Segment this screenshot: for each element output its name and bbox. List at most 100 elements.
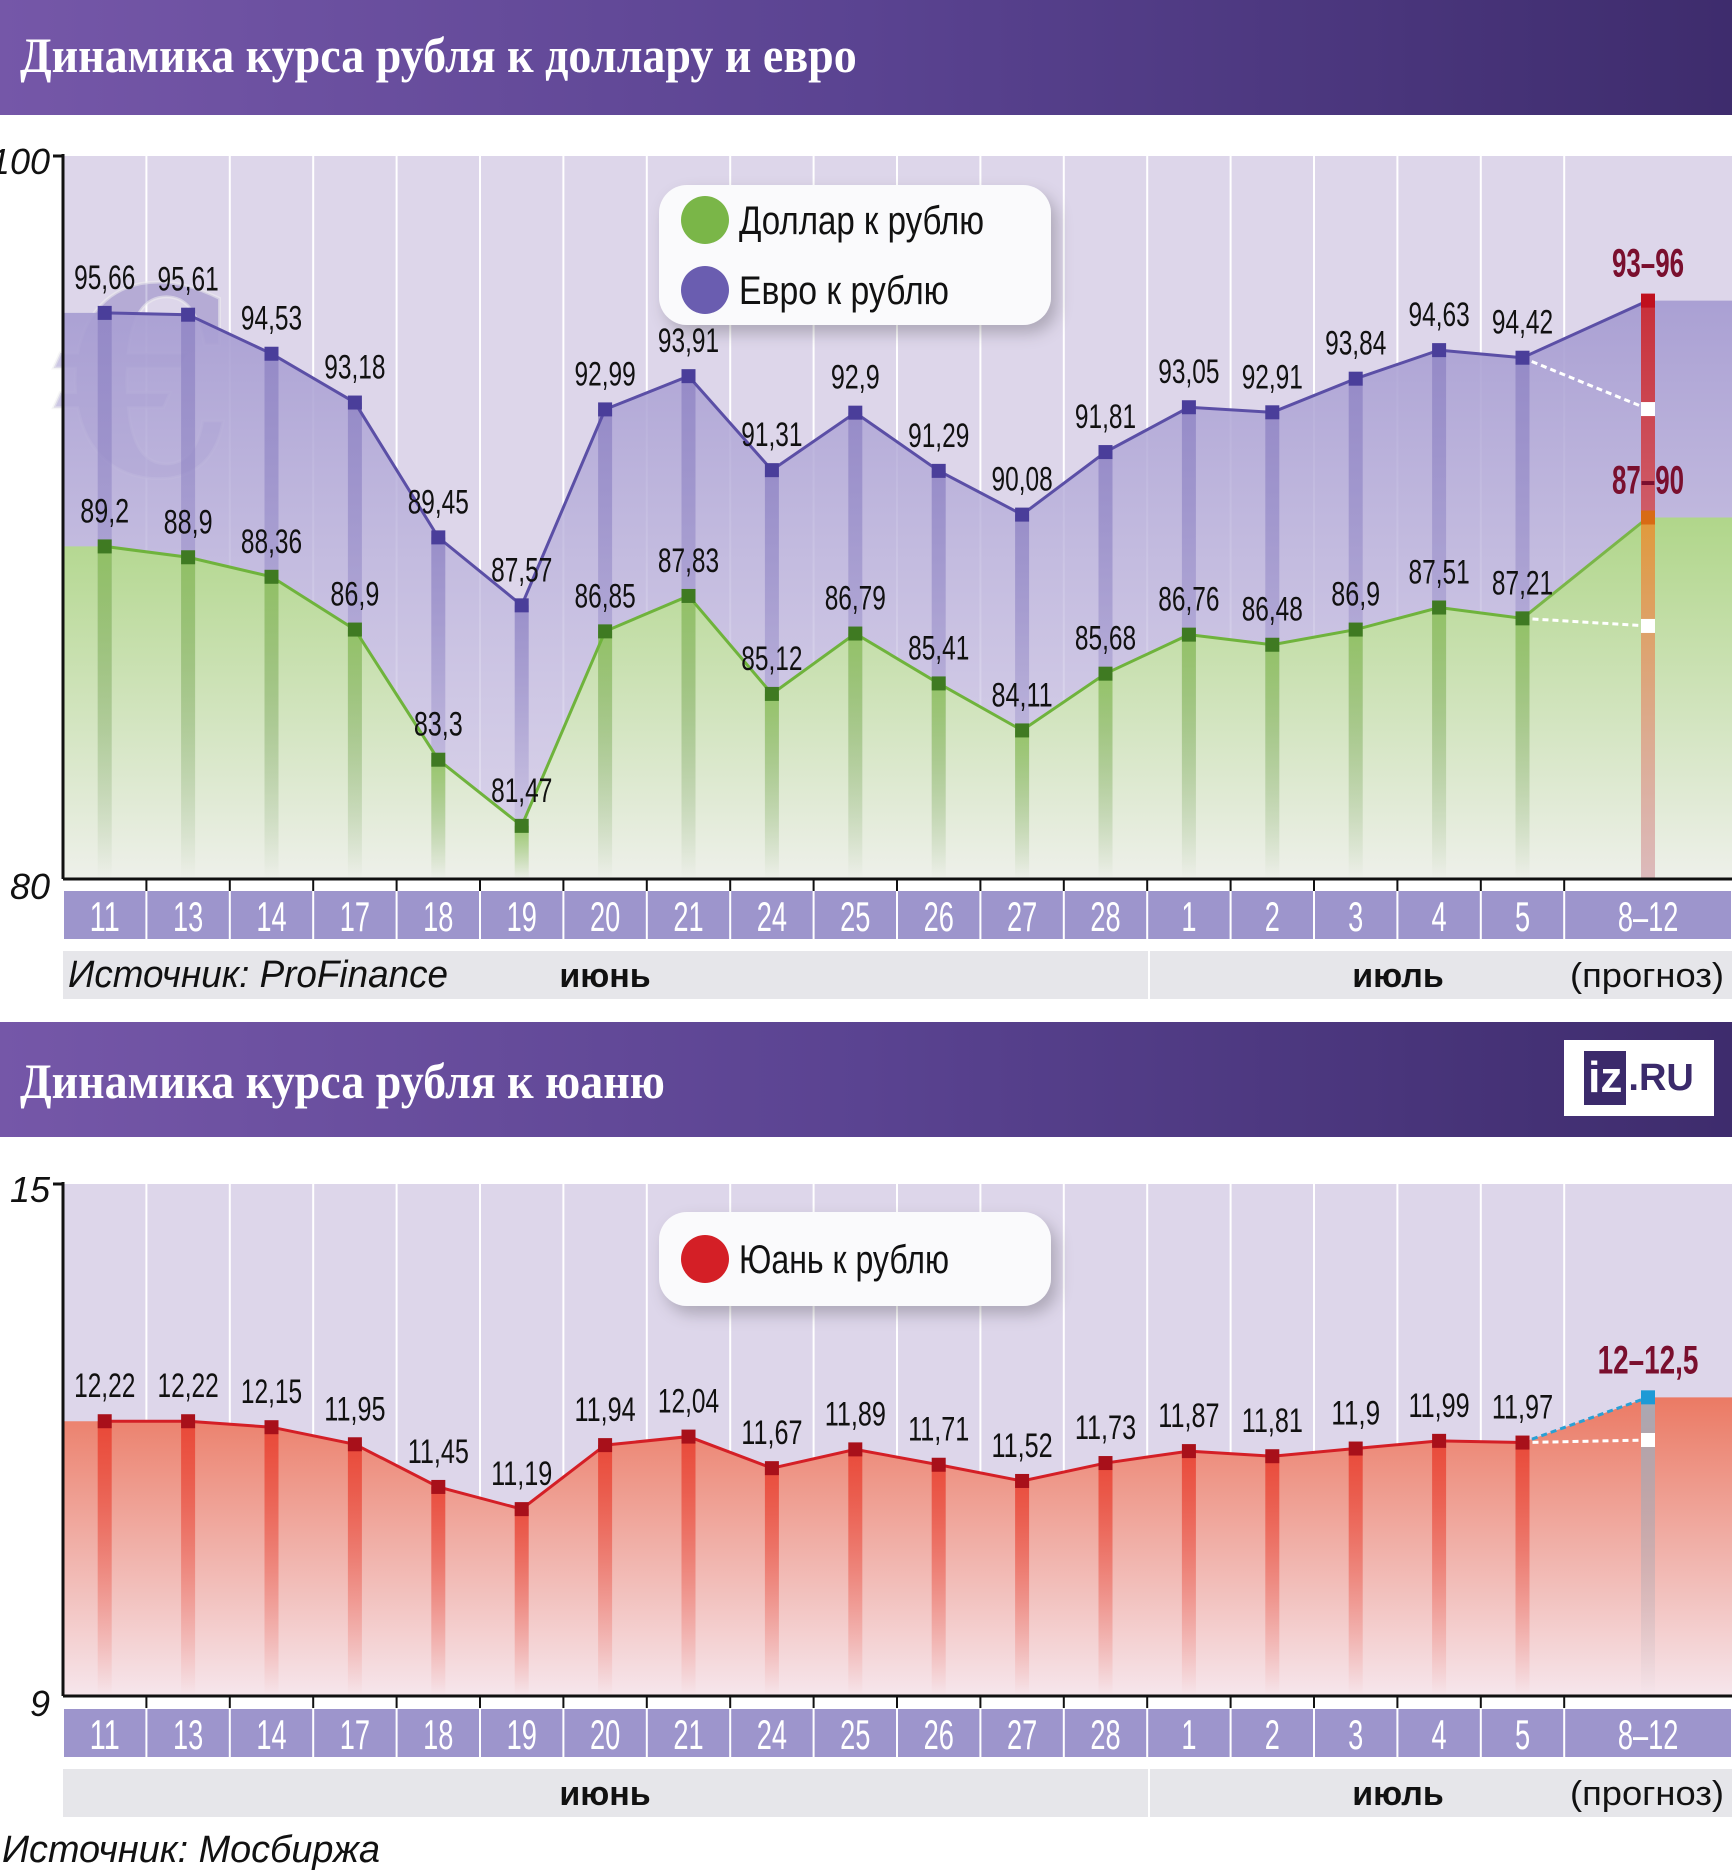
data-label: 93,18 [324,349,385,387]
date-cell [64,891,146,939]
forecast-point-upper [1641,1390,1655,1405]
forecast-label: 87–90 [1612,459,1684,503]
date-label: 21 [673,1711,703,1758]
month-label-june: июнь [559,1775,650,1813]
data-point [764,463,779,478]
date-cell [647,891,730,939]
line-euro [104,311,1523,608]
data-point [514,1502,529,1517]
legend-label: Юань к рублю [739,1238,949,1282]
data-point [681,588,696,603]
data-point [431,752,446,767]
data-label: 92,99 [575,355,636,393]
date-cell [64,1709,146,1757]
data-point [431,530,446,545]
data-point [264,1420,279,1435]
data-label: 93,91 [658,322,719,360]
data-label: 87,21 [1492,564,1553,602]
forecast-point-lower [1641,618,1655,633]
date-cell [981,1709,1063,1757]
forecast-line-upper [1521,1395,1649,1444]
data-label: 85,41 [908,629,969,667]
data-label: 11,81 [1242,1402,1303,1440]
data-label: 94,53 [241,300,302,338]
date-label: 3 [1348,1711,1363,1758]
data-label: 83,3 [414,706,463,744]
date-label: 28 [1090,1711,1120,1758]
value-stripe [1098,673,1113,879]
value-stripe [97,1421,112,1696]
date-cell [898,891,980,939]
value-stripe [1432,1440,1447,1696]
y-tick-label-min: 9 [30,1683,50,1724]
area-yuan [63,1397,1732,1696]
date-label: 24 [757,893,787,940]
data-point [97,539,112,554]
data-label: 81,47 [491,772,552,810]
date-label: 2 [1265,1711,1280,1758]
data-label: 12,15 [241,1373,302,1411]
month-band-june [63,951,1148,999]
date-label: 1 [1181,1711,1196,1758]
data-point [1015,1473,1030,1488]
line-yuan [104,1419,1523,1511]
date-cell [314,891,396,939]
data-label: 87,83 [658,542,719,580]
value-stripe [347,1444,362,1696]
date-cell [147,1709,229,1757]
date-cell [147,891,229,939]
value-stripe [264,576,279,879]
value-stripe [514,825,529,879]
data-label: 93,05 [1158,353,1219,391]
value-stripe [598,1445,613,1696]
value-stripe [764,693,779,879]
data-label: 11,95 [324,1390,385,1428]
data-point [931,676,946,691]
data-point [764,686,779,701]
data-label: 94,63 [1409,296,1470,334]
chart-title: Динамика курса рубля к доллару и евро [20,27,857,83]
data-label: 86,9 [330,576,379,614]
date-cell [981,891,1063,939]
data-point [931,463,946,478]
date-cell [1398,891,1480,939]
value-stripe [1515,1442,1530,1696]
data-label: 11,73 [1075,1409,1136,1447]
data-point [1265,405,1280,420]
date-cell [564,891,646,939]
date-cell [814,891,896,939]
date-label: 8–12 [1618,893,1678,940]
iz-ru-logo: iz .RU [1564,1040,1714,1116]
data-point [1098,1456,1113,1471]
data-point [848,1442,863,1457]
data-label: 89,45 [408,483,469,521]
value-stripe [514,605,529,879]
date-cell [1481,891,1564,939]
value-stripe [1181,1451,1196,1696]
date-label: 8–12 [1618,1711,1678,1758]
date-cell [397,891,479,939]
data-label: 86,76 [1158,581,1219,619]
date-cell [230,1709,313,1757]
data-point [181,307,196,322]
date-cell [314,1709,396,1757]
forecast-point-lower [1641,1433,1655,1447]
date-label: 2 [1265,893,1280,940]
data-label: 86,85 [575,577,636,615]
data-label: 12,22 [158,1367,219,1405]
data-label: 92,91 [1242,358,1303,396]
data-point [1015,723,1030,738]
date-label: 28 [1090,893,1120,940]
data-label: 91,31 [741,416,802,454]
data-point [514,598,529,613]
data-point [1348,371,1363,386]
usd-eur-chart: €$95,6695,6194,5393,1889,4587,5792,9993,… [0,141,1732,999]
value-stripe [1181,634,1196,879]
data-label: 86,48 [1242,591,1303,629]
date-label: 5 [1515,893,1530,940]
date-cell [1565,1709,1731,1757]
date-label: 27 [1007,893,1037,940]
data-label: 95,61 [158,261,219,299]
date-cell [814,1709,896,1757]
data-label: 84,11 [992,676,1053,714]
